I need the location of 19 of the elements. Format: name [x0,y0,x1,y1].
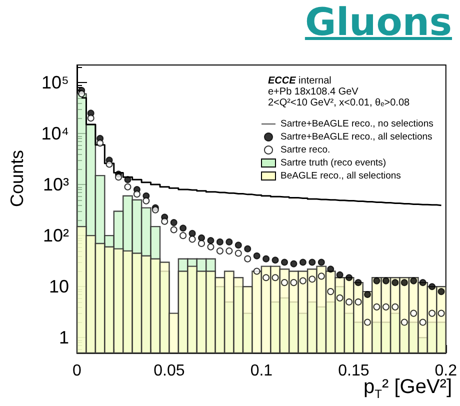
legend-label: Sartre truth (reco events) [280,158,386,168]
x-tick-label: 0.05 [154,362,185,380]
y-tick-label: 1 [58,328,69,348]
y-tick-label: 10⁴ [41,124,69,144]
chart-title: Gluons [304,0,452,44]
annotation: e+Pb 18x108.4 GeV [268,86,359,98]
legend-label: Sartre+BeAGLE reco., all selections [280,132,433,142]
legend-label: BeAGLE reco., all selections [280,170,402,182]
y-tick-label: 10⁵ [42,72,69,92]
legend-label: Sartre reco. [280,144,330,156]
y-axis-title: Counts [7,150,27,208]
annotation: 2<Q²<10 GeV², x<0.01, θₑ>0.08 [268,98,410,108]
y-tick-label: 10³ [42,174,70,195]
legend-label: Sartre+BeAGLE reco., no selections [280,118,434,130]
x-tick-label: 0 [72,362,82,380]
x-tick-label: 0.1 [250,362,273,380]
annotation: ECCE internal [268,76,332,86]
y-tick-label: 10² [42,226,70,246]
y-tick-label: 10 [48,276,69,297]
